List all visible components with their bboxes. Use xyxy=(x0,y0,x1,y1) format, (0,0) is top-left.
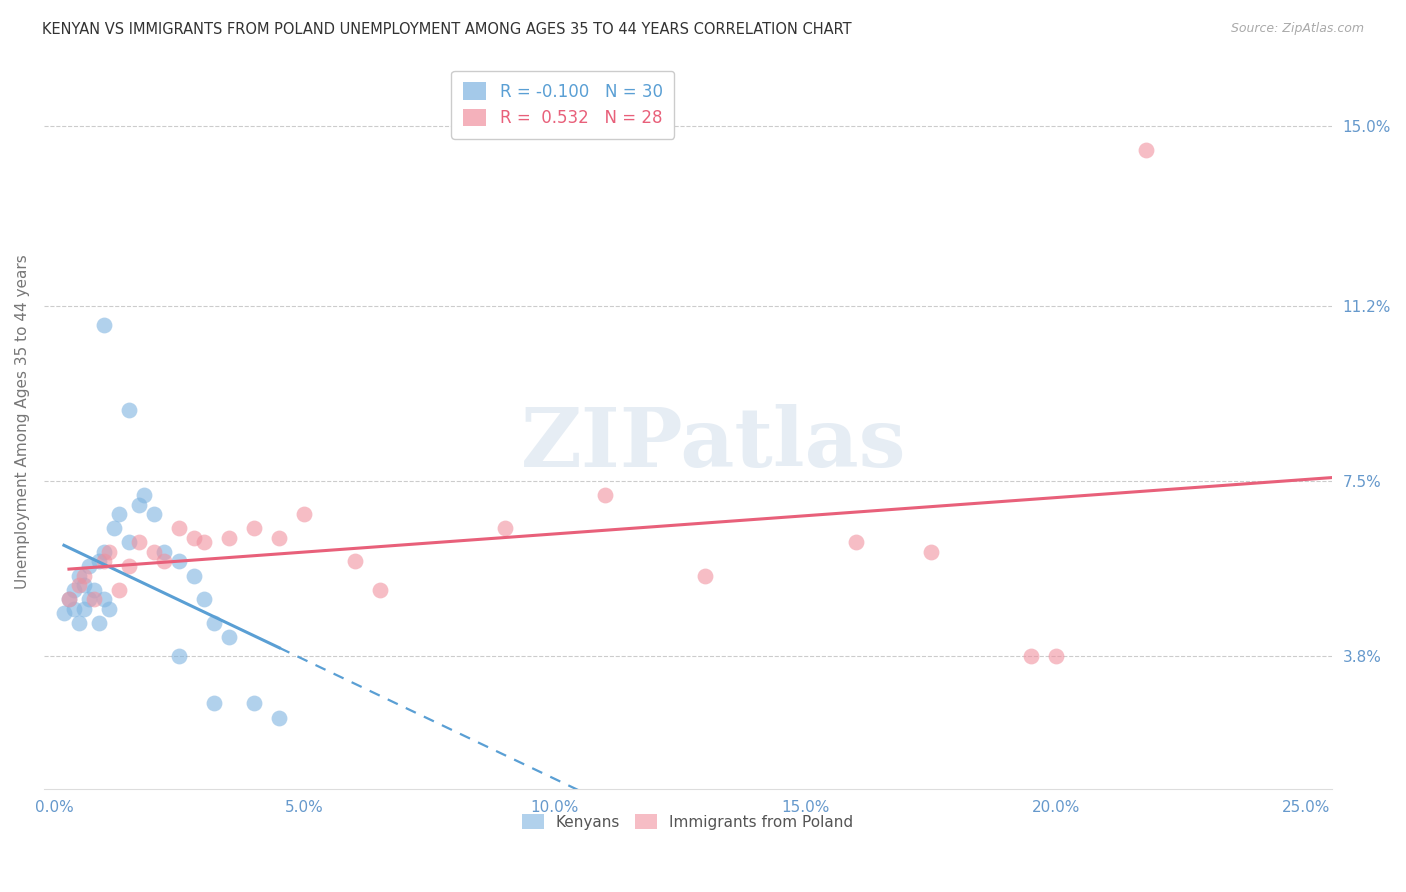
Point xyxy=(118,403,141,417)
Point xyxy=(132,488,155,502)
Point xyxy=(98,601,121,615)
Point xyxy=(167,554,190,568)
Point xyxy=(118,559,141,574)
Point xyxy=(108,582,131,597)
Point xyxy=(73,601,96,615)
Point xyxy=(1045,648,1067,663)
Point xyxy=(202,697,225,711)
Text: KENYAN VS IMMIGRANTS FROM POLAND UNEMPLOYMENT AMONG AGES 35 TO 44 YEARS CORRELAT: KENYAN VS IMMIGRANTS FROM POLAND UNEMPLO… xyxy=(42,22,852,37)
Point xyxy=(67,615,90,630)
Point xyxy=(343,554,366,568)
Point xyxy=(593,488,616,502)
Point xyxy=(143,545,166,559)
Point xyxy=(844,535,866,549)
Point xyxy=(218,630,240,644)
Text: ZIPatlas: ZIPatlas xyxy=(520,404,907,483)
Point xyxy=(167,521,190,535)
Point xyxy=(243,521,266,535)
Point xyxy=(108,507,131,521)
Point xyxy=(269,710,291,724)
Point xyxy=(243,697,266,711)
Point xyxy=(128,498,150,512)
Point xyxy=(1135,143,1157,157)
Point xyxy=(93,592,115,607)
Point xyxy=(58,592,80,607)
Point xyxy=(218,531,240,545)
Point xyxy=(98,545,121,559)
Y-axis label: Unemployment Among Ages 35 to 44 years: Unemployment Among Ages 35 to 44 years xyxy=(15,254,30,590)
Point xyxy=(77,559,100,574)
Point xyxy=(294,507,316,521)
Point xyxy=(93,318,115,332)
Point xyxy=(67,568,90,582)
Point xyxy=(93,545,115,559)
Point xyxy=(183,531,205,545)
Point xyxy=(63,582,86,597)
Point xyxy=(93,554,115,568)
Point xyxy=(77,592,100,607)
Point xyxy=(695,568,717,582)
Point xyxy=(128,535,150,549)
Point xyxy=(193,592,215,607)
Point xyxy=(920,545,942,559)
Point xyxy=(183,568,205,582)
Legend: Kenyans, Immigrants from Poland: Kenyans, Immigrants from Poland xyxy=(516,807,859,836)
Point xyxy=(87,554,110,568)
Text: Source: ZipAtlas.com: Source: ZipAtlas.com xyxy=(1230,22,1364,36)
Point xyxy=(153,545,176,559)
Point xyxy=(63,601,86,615)
Point xyxy=(52,607,75,621)
Point xyxy=(153,554,176,568)
Point xyxy=(1019,648,1042,663)
Point xyxy=(87,615,110,630)
Point xyxy=(83,582,105,597)
Point xyxy=(118,535,141,549)
Point xyxy=(67,578,90,592)
Point xyxy=(269,531,291,545)
Point xyxy=(368,582,391,597)
Point xyxy=(167,648,190,663)
Point xyxy=(143,507,166,521)
Point xyxy=(83,592,105,607)
Point xyxy=(193,535,215,549)
Point xyxy=(73,568,96,582)
Point xyxy=(58,592,80,607)
Point xyxy=(202,615,225,630)
Point xyxy=(494,521,516,535)
Point xyxy=(103,521,125,535)
Point xyxy=(73,578,96,592)
